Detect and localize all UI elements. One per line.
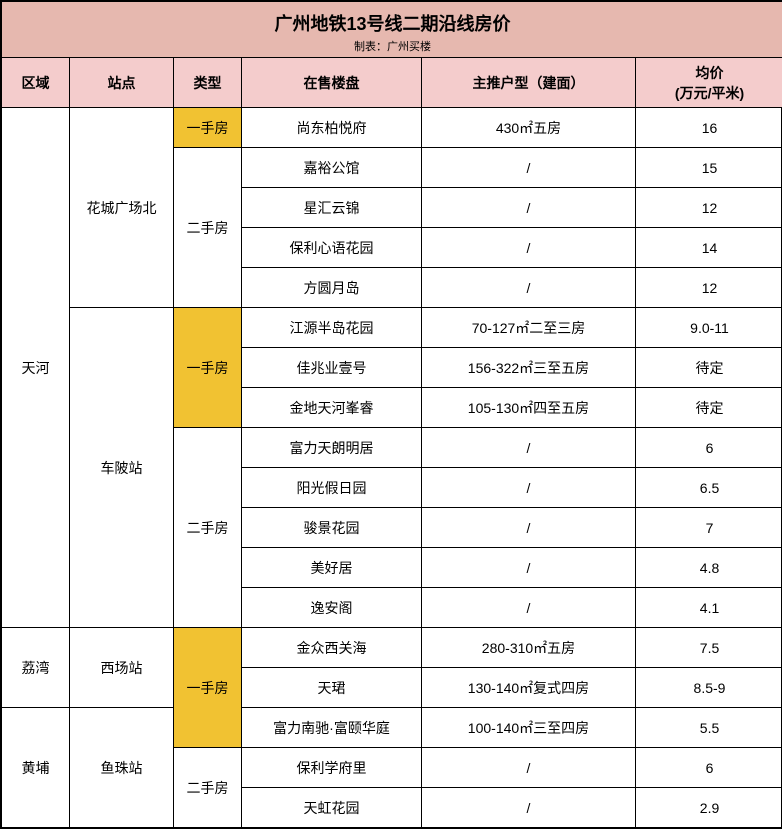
price-cell: 5.5 xyxy=(636,708,782,748)
price-cell: 6 xyxy=(636,428,782,468)
project-cell: 嘉裕公馆 xyxy=(242,148,422,188)
price-cell: 12 xyxy=(636,188,782,228)
header-price-line1: 均价 xyxy=(636,63,782,83)
header-type: 类型 xyxy=(174,58,242,108)
price-cell: 6.5 xyxy=(636,468,782,508)
layout-cell: 430㎡五房 xyxy=(422,108,636,148)
header-project: 在售楼盘 xyxy=(242,58,422,108)
layout-cell: / xyxy=(422,228,636,268)
type-cell-secondary: 二手房 xyxy=(174,428,242,628)
project-cell: 逸安阁 xyxy=(242,588,422,628)
price-cell: 8.5-9 xyxy=(636,668,782,708)
layout-cell: 280-310㎡五房 xyxy=(422,628,636,668)
layout-cell: 100-140㎡三至四房 xyxy=(422,708,636,748)
type-cell-primary: 一手房 xyxy=(174,308,242,428)
layout-cell: 130-140㎡复式四房 xyxy=(422,668,636,708)
header-row: 区域 站点 类型 在售楼盘 主推户型（建面） 均价 (万元/平米) xyxy=(2,58,782,108)
region-cell: 荔湾 xyxy=(2,628,70,708)
title-cell: 广州地铁13号线二期沿线房价 制表：广州买楼 xyxy=(2,2,782,58)
type-cell-primary: 一手房 xyxy=(174,108,242,148)
project-cell: 佳兆业壹号 xyxy=(242,348,422,388)
header-layout: 主推户型（建面） xyxy=(422,58,636,108)
layout-cell: 105-130㎡四至五房 xyxy=(422,388,636,428)
project-cell: 星汇云锦 xyxy=(242,188,422,228)
table-subtitle: 制表：广州买楼 xyxy=(2,36,782,54)
price-cell: 4.1 xyxy=(636,588,782,628)
layout-cell: / xyxy=(422,748,636,788)
table-container: 广州地铁13号线二期沿线房价 制表：广州买楼 区域 站点 类型 在售楼盘 主推户… xyxy=(0,0,782,829)
table-row: 荔湾 西场站 一手房 金众西关海 280-310㎡五房 7.5 xyxy=(2,628,782,668)
region-cell: 天河 xyxy=(2,108,70,628)
project-cell: 金众西关海 xyxy=(242,628,422,668)
table-row: 车陂站 一手房 江源半岛花园 70-127㎡二至三房 9.0-11 xyxy=(2,308,782,348)
project-cell: 骏景花园 xyxy=(242,508,422,548)
table-title: 广州地铁13号线二期沿线房价 xyxy=(2,6,782,36)
layout-cell: / xyxy=(422,428,636,468)
project-cell: 保利心语花园 xyxy=(242,228,422,268)
project-cell: 美好居 xyxy=(242,548,422,588)
station-cell: 西场站 xyxy=(70,628,174,708)
title-row: 广州地铁13号线二期沿线房价 制表：广州买楼 xyxy=(2,2,782,58)
project-cell: 富力南驰·富颐华庭 xyxy=(242,708,422,748)
project-cell: 尚东柏悦府 xyxy=(242,108,422,148)
layout-cell: / xyxy=(422,548,636,588)
layout-cell: 70-127㎡二至三房 xyxy=(422,308,636,348)
price-cell: 6 xyxy=(636,748,782,788)
type-cell-secondary: 二手房 xyxy=(174,748,242,828)
layout-cell: / xyxy=(422,468,636,508)
header-region: 区域 xyxy=(2,58,70,108)
project-cell: 金地天河峯睿 xyxy=(242,388,422,428)
price-table: 广州地铁13号线二期沿线房价 制表：广州买楼 区域 站点 类型 在售楼盘 主推户… xyxy=(1,1,782,828)
region-cell: 黄埔 xyxy=(2,708,70,828)
station-cell: 鱼珠站 xyxy=(70,708,174,828)
price-cell: 待定 xyxy=(636,348,782,388)
price-cell: 12 xyxy=(636,268,782,308)
project-cell: 江源半岛花园 xyxy=(242,308,422,348)
layout-cell: / xyxy=(422,508,636,548)
station-cell: 车陂站 xyxy=(70,308,174,628)
project-cell: 保利学府里 xyxy=(242,748,422,788)
price-cell: 7 xyxy=(636,508,782,548)
table-row: 天河 花城广场北 一手房 尚东柏悦府 430㎡五房 16 xyxy=(2,108,782,148)
project-cell: 天珺 xyxy=(242,668,422,708)
project-cell: 富力天朗明居 xyxy=(242,428,422,468)
type-cell-secondary: 二手房 xyxy=(174,148,242,308)
layout-cell: / xyxy=(422,188,636,228)
project-cell: 阳光假日园 xyxy=(242,468,422,508)
layout-cell: 156-322㎡三至五房 xyxy=(422,348,636,388)
header-price-line2: (万元/平米) xyxy=(636,83,782,103)
project-cell: 方圆月岛 xyxy=(242,268,422,308)
header-price: 均价 (万元/平米) xyxy=(636,58,782,108)
layout-cell: / xyxy=(422,788,636,828)
layout-cell: / xyxy=(422,148,636,188)
layout-cell: / xyxy=(422,588,636,628)
type-cell-primary: 一手房 xyxy=(174,628,242,748)
header-station: 站点 xyxy=(70,58,174,108)
price-cell: 待定 xyxy=(636,388,782,428)
price-cell: 14 xyxy=(636,228,782,268)
table-row: 黄埔 鱼珠站 富力南驰·富颐华庭 100-140㎡三至四房 5.5 xyxy=(2,708,782,748)
station-cell: 花城广场北 xyxy=(70,108,174,308)
price-cell: 16 xyxy=(636,108,782,148)
price-cell: 2.9 xyxy=(636,788,782,828)
layout-cell: / xyxy=(422,268,636,308)
price-cell: 4.8 xyxy=(636,548,782,588)
price-cell: 9.0-11 xyxy=(636,308,782,348)
price-cell: 15 xyxy=(636,148,782,188)
project-cell: 天虹花园 xyxy=(242,788,422,828)
price-cell: 7.5 xyxy=(636,628,782,668)
